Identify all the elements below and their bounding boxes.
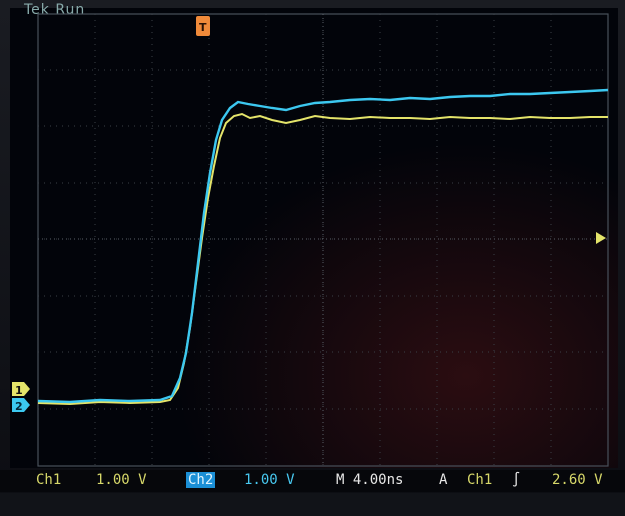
trigger-level-marker[interactable]	[596, 232, 606, 244]
graticule	[37, 13, 609, 467]
trigger-position-marker[interactable]: T	[196, 16, 210, 36]
ch1-trace	[37, 112, 608, 406]
waveform-display: T 1 2	[12, 13, 609, 467]
oscilloscope-screen: Tek Run T	[10, 2, 618, 468]
ch2-ground-label: 2	[15, 400, 23, 413]
ch2-scale: 1.00 V	[244, 472, 295, 488]
ch2-ground-marker[interactable]: 2	[12, 398, 30, 413]
trigger-mode: A	[439, 472, 448, 488]
ch2-label[interactable]: Ch2	[186, 472, 216, 488]
timebase[interactable]: M 4.00ns	[336, 472, 404, 488]
trigger-level: 2.60 V	[552, 472, 603, 488]
bottom-bezel	[0, 493, 625, 516]
ch1-ground-label: 1	[15, 384, 23, 397]
trigger-position-label: T	[199, 21, 207, 34]
ch1-label[interactable]: Ch1	[36, 472, 62, 488]
ch1-scale: 1.00 V	[96, 472, 147, 488]
trigger-slope-icon: ∫	[512, 472, 521, 488]
ch1-ground-marker[interactable]: 1	[12, 382, 30, 397]
status-bar: Ch1 1.00 V Ch2 1.00 V M 4.00ns A Ch1 ∫ 2…	[0, 470, 625, 492]
ch2-trace	[37, 88, 609, 404]
trigger-source[interactable]: Ch1	[467, 472, 493, 488]
